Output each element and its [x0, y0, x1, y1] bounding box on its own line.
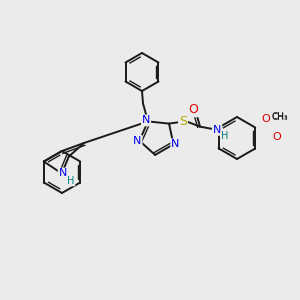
Text: N: N	[213, 124, 221, 135]
Text: H: H	[221, 130, 229, 141]
Text: CH₃: CH₃	[271, 113, 288, 122]
Text: CH₃: CH₃	[271, 112, 288, 121]
Text: O: O	[188, 103, 198, 116]
Text: H: H	[67, 176, 74, 185]
Text: N: N	[213, 124, 221, 135]
Text: N: N	[142, 116, 150, 125]
Text: S: S	[179, 115, 187, 128]
Text: O: O	[273, 132, 281, 142]
Text: N: N	[58, 169, 67, 178]
Text: N: N	[171, 139, 180, 149]
Text: H: H	[221, 130, 229, 141]
Text: N: N	[133, 136, 142, 146]
Text: O: O	[188, 103, 198, 116]
Text: O: O	[262, 115, 271, 124]
Polygon shape	[218, 111, 280, 163]
Text: O: O	[262, 115, 271, 124]
